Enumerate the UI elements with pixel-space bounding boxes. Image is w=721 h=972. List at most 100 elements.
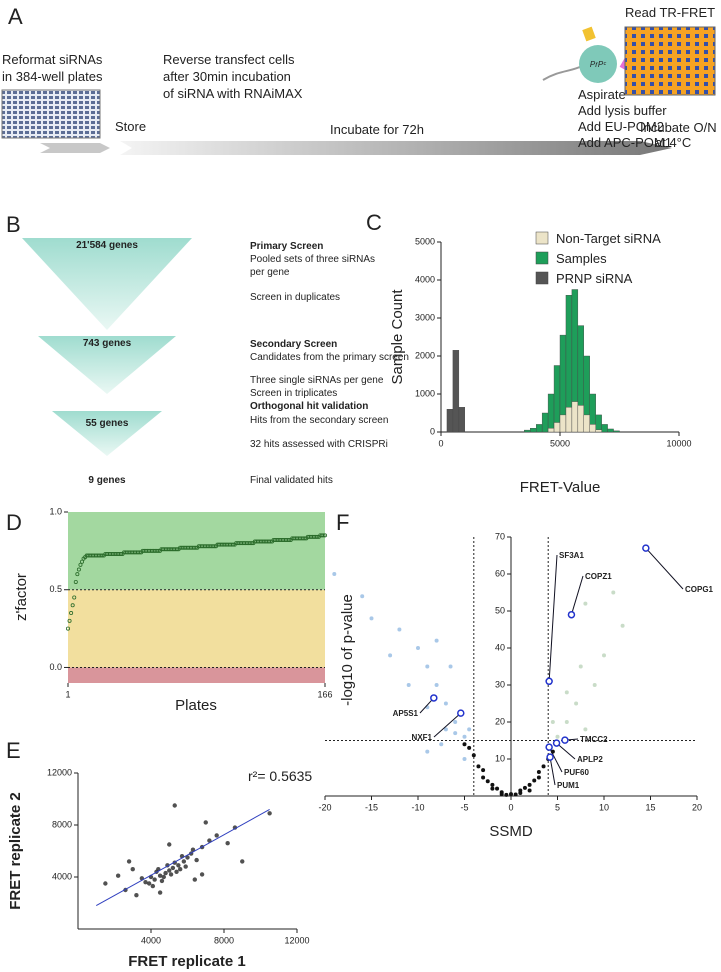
gene-count: 743 genes — [83, 338, 132, 349]
ssmd-point — [434, 638, 439, 643]
ssmd-point — [360, 594, 365, 599]
histogram-bar — [547, 393, 555, 433]
stage-note: Screen in triplicates — [250, 388, 337, 399]
ssmd-point — [574, 701, 579, 706]
hit-label: AP5S1 — [393, 709, 419, 718]
zfactor-point — [315, 534, 320, 539]
hit-leader — [556, 742, 576, 760]
y-axis-label: -log10 of p-value — [339, 594, 356, 706]
gene-count: 55 genes — [86, 418, 129, 429]
hit-point — [430, 694, 438, 702]
x-tick-label: 0 — [508, 802, 513, 812]
legend-label: PRNP siRNA — [556, 271, 633, 286]
x-axis-label: FRET replicate 1 — [128, 953, 246, 970]
ssmd-point — [527, 782, 532, 787]
replicate-point — [130, 867, 135, 872]
y-tick-label: 12000 — [47, 767, 72, 777]
x-tick-label: -20 — [318, 802, 331, 812]
replicate-point — [134, 893, 139, 898]
hit-leader — [548, 554, 558, 682]
ssmd-point — [485, 779, 490, 784]
replicate-point — [225, 841, 230, 846]
ssmd-point — [481, 775, 486, 780]
y-tick-label: 50 — [495, 605, 505, 615]
ssmd-point — [583, 727, 588, 732]
ssmd-point — [536, 775, 541, 780]
zfactor-point — [80, 559, 85, 564]
gene-count: 9 genes — [88, 475, 126, 486]
zfactor-point — [100, 553, 105, 558]
ssmd-point — [518, 791, 523, 796]
histogram-bar — [536, 424, 543, 433]
y-axis-label: FRET replicate 2 — [7, 792, 24, 910]
ssmd-point — [369, 616, 374, 621]
ssmd-point — [434, 683, 439, 687]
replicate-point — [194, 857, 199, 863]
ssmd-point — [536, 769, 541, 774]
histogram-bar — [577, 405, 584, 433]
replicate-point — [157, 873, 163, 878]
ssmd-point — [564, 690, 569, 695]
step-text: Reformat siRNAs — [2, 52, 103, 67]
hit-label: COPZ1 — [585, 572, 612, 581]
x-tick-label: 5 — [555, 802, 560, 812]
fit-line — [96, 808, 270, 907]
x-tick-label: 166 — [317, 689, 332, 699]
ssmd-point — [462, 742, 467, 747]
histogram-bar — [583, 414, 590, 433]
ssmd-point — [620, 623, 625, 628]
x-tick-label: 4000 — [141, 935, 161, 945]
hit-label: PUM1 — [557, 781, 580, 790]
funnel-stage — [52, 411, 162, 456]
ssmd-point — [416, 646, 420, 650]
molecule-antibody — [582, 26, 596, 42]
histogram-bar — [524, 429, 531, 433]
zfactor-point — [67, 618, 72, 623]
plate-384 — [1, 89, 101, 139]
band — [68, 667, 325, 683]
ssmd-point — [443, 701, 448, 706]
x-tick-label: -5 — [460, 802, 468, 812]
hit-label: NXF1 — [412, 733, 433, 742]
y-tick-label: 4000 — [52, 871, 72, 881]
replicate-point — [168, 872, 174, 877]
replicate-point — [126, 859, 132, 864]
zfactor-point — [212, 544, 217, 549]
stage-note: Candidates from the primary screen — [250, 352, 409, 363]
panel-letter: D — [6, 510, 22, 535]
ssmd-point — [592, 683, 597, 687]
ssmd-point — [332, 572, 337, 576]
histogram-bar — [541, 412, 549, 433]
stage-note: 32 hits assessed with CRISPRi — [250, 439, 388, 450]
timeline-arrow — [120, 141, 672, 155]
ssmd-point — [504, 792, 509, 797]
zfactor-point — [66, 626, 71, 631]
molecule-prp — [579, 45, 617, 83]
stage-note: Final validated hits — [250, 475, 333, 486]
ssmd-point — [490, 782, 495, 787]
replicate-point — [115, 873, 121, 878]
histogram-bar — [571, 401, 579, 433]
histogram-bar — [595, 429, 602, 433]
ssmd-point — [513, 792, 518, 797]
panel-letter: C — [366, 210, 382, 235]
step-text: Add APC-POM1 — [578, 135, 672, 150]
zfactor-point — [75, 572, 80, 577]
step-text: in 384-well plates — [2, 69, 103, 84]
hit-point — [545, 677, 553, 686]
histogram-bar — [530, 428, 537, 433]
zfactor-point — [231, 542, 236, 547]
hit-label: APLP2 — [577, 755, 603, 764]
x-axis-label: Plates — [175, 697, 217, 714]
zfactor-point — [249, 541, 254, 546]
ssmd-point — [476, 764, 481, 769]
replicate-point — [152, 877, 157, 882]
ssmd-point — [439, 742, 444, 747]
replicate-point — [146, 881, 152, 886]
histogram-bar — [547, 428, 555, 433]
replicate-point — [192, 877, 197, 882]
replicate-point — [172, 803, 177, 808]
stage-note: Three single siRNAs per gene — [250, 375, 384, 386]
legend-swatch — [535, 231, 549, 245]
